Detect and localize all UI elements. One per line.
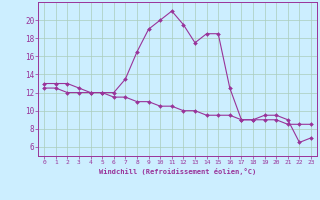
X-axis label: Windchill (Refroidissement éolien,°C): Windchill (Refroidissement éolien,°C) [99,168,256,175]
